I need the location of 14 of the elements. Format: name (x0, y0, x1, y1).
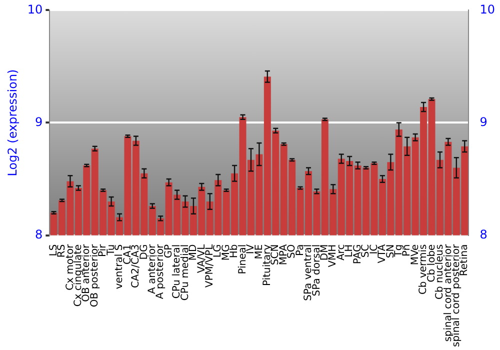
y2-tick-label: 9 (480, 114, 488, 129)
x-tick-label: A posterior (155, 243, 166, 300)
x-tick-label: Tg (393, 244, 404, 258)
x-tick-label: spinal cord posterior (451, 243, 462, 348)
y-tick-label: 10 (27, 2, 43, 16)
y2-tick-label: 8 (480, 227, 488, 242)
x-tick-label: ME (254, 244, 265, 260)
x-tick-label: Pituitary (262, 244, 274, 286)
y-axis-title: Log2 (expression) (5, 69, 20, 176)
x-tick-label: OB posterior (89, 243, 100, 308)
x-tick-label: Retina (459, 244, 470, 276)
y-tick-label: 8 (35, 227, 43, 242)
y-tick-label: 9 (35, 114, 43, 129)
y2-tick-label: 10 (480, 2, 496, 16)
